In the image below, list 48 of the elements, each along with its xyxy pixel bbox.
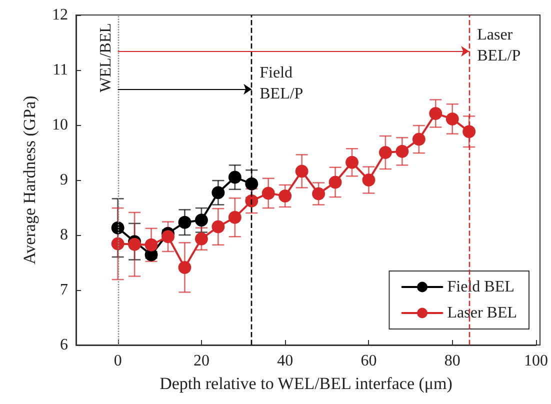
x-axis-title: Depth relative to WEL/BEL interface (μm): [160, 374, 452, 393]
ref-line-label: WEL/BEL: [97, 23, 114, 92]
point: [412, 132, 426, 146]
ref-line-label: Laser BEL/P: [477, 26, 521, 64]
legend-label: Field BEL: [447, 278, 514, 296]
point: [378, 146, 392, 159]
y-tick-label: 9: [60, 172, 68, 188]
point: [262, 186, 275, 200]
x-tick-label: 60: [360, 352, 377, 370]
point: [111, 237, 124, 250]
point: [128, 238, 142, 251]
legend-label: Laser BEL: [447, 304, 517, 322]
x-tick-label: 100: [524, 352, 548, 370]
point: [178, 216, 192, 229]
y-tick-label: 6: [60, 336, 68, 354]
point: [328, 176, 342, 189]
x-tick-label: 0: [114, 352, 122, 370]
x-tick-label: 80: [444, 352, 460, 370]
point: [245, 194, 258, 208]
point: [111, 221, 124, 234]
point: [228, 170, 242, 184]
y-tick-label: 11: [52, 62, 68, 78]
point: [162, 230, 174, 244]
y-tick-label: 10: [52, 116, 68, 134]
point: [396, 144, 409, 158]
y-tick-label: 8: [60, 226, 68, 244]
point: [245, 177, 258, 190]
point: [446, 112, 459, 126]
point: [278, 189, 292, 202]
point: [144, 238, 158, 252]
point: [194, 232, 208, 246]
point: [346, 156, 358, 169]
point: [194, 214, 208, 227]
point: [178, 260, 192, 274]
ref-line-label: Field BEL/P: [260, 64, 304, 102]
point: [212, 186, 225, 200]
point: [462, 125, 476, 138]
x-tick-label: 20: [193, 352, 210, 370]
y-axis-title: Average Hardness (GPa): [20, 96, 39, 264]
point: [295, 164, 308, 178]
point: [212, 220, 225, 234]
x-tick-label: 40: [277, 352, 294, 370]
point: [312, 187, 326, 200]
point: [429, 106, 442, 120]
y-tick-label: 7: [60, 282, 68, 298]
point: [362, 174, 376, 186]
point: [228, 210, 242, 224]
y-tick-label: 12: [52, 6, 68, 24]
